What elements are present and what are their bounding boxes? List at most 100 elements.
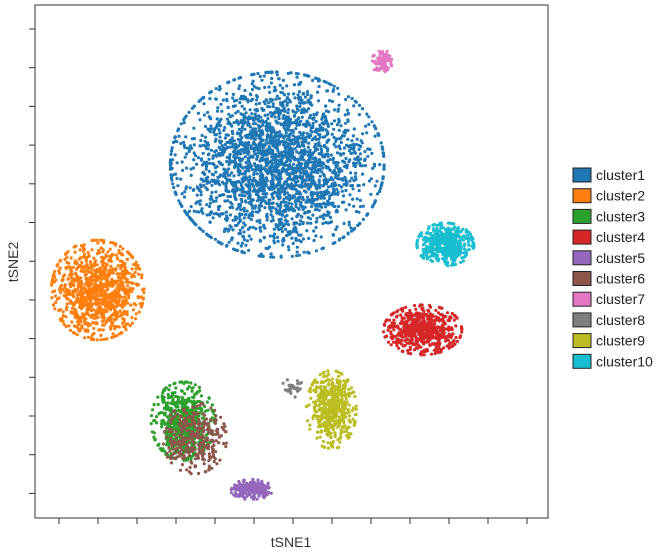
data-point [179, 141, 183, 146]
data-point [360, 164, 364, 168]
data-point [275, 224, 279, 229]
data-point [61, 319, 65, 323]
data-point [125, 288, 129, 293]
data-point [94, 272, 98, 276]
data-point [297, 82, 301, 87]
data-point [397, 346, 401, 350]
data-point [354, 209, 359, 214]
data-point [307, 116, 312, 120]
data-point [169, 401, 173, 405]
data-point [81, 312, 85, 316]
data-point [240, 200, 244, 204]
data-point [298, 222, 302, 226]
data-point [426, 326, 430, 330]
data-point [392, 318, 396, 322]
data-point [352, 145, 356, 149]
data-point [325, 89, 329, 93]
data-point [287, 124, 291, 128]
data-point [346, 137, 350, 141]
data-point [351, 134, 355, 138]
data-point [76, 282, 80, 286]
data-point [153, 438, 157, 442]
data-point [75, 267, 79, 271]
data-point [282, 182, 286, 186]
data-point [275, 211, 279, 215]
data-point [92, 256, 96, 260]
data-point [97, 310, 101, 314]
data-point [210, 403, 214, 407]
data-point [207, 128, 211, 132]
data-point [270, 162, 274, 167]
data-point [275, 73, 279, 77]
data-point [86, 328, 90, 332]
data-point [281, 236, 286, 241]
data-point [215, 165, 219, 169]
data-point [257, 126, 261, 130]
data-point [130, 290, 134, 294]
data-point [239, 120, 243, 125]
data-point [58, 266, 62, 270]
data-point [215, 154, 219, 158]
data-point [300, 98, 304, 102]
data-point [311, 170, 315, 174]
data-point [295, 250, 299, 254]
data-point [196, 186, 200, 191]
data-point [322, 192, 326, 196]
data-point [265, 138, 269, 142]
data-point [238, 204, 243, 208]
data-point [119, 280, 124, 284]
data-point [300, 185, 304, 189]
data-point [185, 166, 189, 170]
data-point [281, 116, 285, 120]
data-point [225, 189, 229, 193]
data-point [207, 396, 211, 400]
data-point [325, 130, 329, 134]
data-point [204, 144, 208, 148]
data-point [74, 244, 78, 248]
data-point [382, 322, 386, 326]
data-point [243, 97, 247, 101]
data-point [269, 213, 273, 217]
data-point [222, 173, 226, 178]
data-point [281, 224, 285, 228]
data-point [121, 276, 125, 280]
data-point [69, 281, 73, 285]
data-point [402, 325, 406, 329]
data-point [214, 212, 218, 216]
data-point [263, 206, 267, 210]
data-point [185, 387, 190, 391]
data-point [420, 320, 424, 324]
data-point [254, 116, 258, 120]
data-point [433, 322, 437, 326]
data-point [347, 223, 351, 227]
data-point [69, 269, 73, 273]
data-point [346, 231, 350, 235]
data-point [180, 204, 184, 208]
data-point [111, 284, 115, 288]
data-point [314, 234, 318, 238]
data-point [94, 310, 98, 314]
data-point [208, 201, 212, 205]
data-point [275, 194, 279, 198]
data-point [237, 493, 241, 497]
data-point [108, 254, 112, 258]
data-point [275, 94, 279, 98]
data-point [243, 194, 247, 198]
data-point [274, 152, 278, 157]
data-point [314, 146, 318, 150]
data-point [170, 146, 174, 150]
data-point [286, 108, 290, 112]
data-point [301, 122, 306, 126]
data-point [311, 157, 315, 161]
data-point [199, 190, 203, 194]
data-point [227, 167, 231, 171]
data-point [336, 173, 340, 177]
data-point [291, 241, 295, 246]
data-point [294, 238, 298, 242]
data-point [81, 305, 85, 309]
data-point [307, 107, 311, 111]
data-point [204, 186, 208, 190]
data-point [169, 176, 173, 180]
data-point [283, 99, 287, 103]
data-point [233, 104, 237, 108]
